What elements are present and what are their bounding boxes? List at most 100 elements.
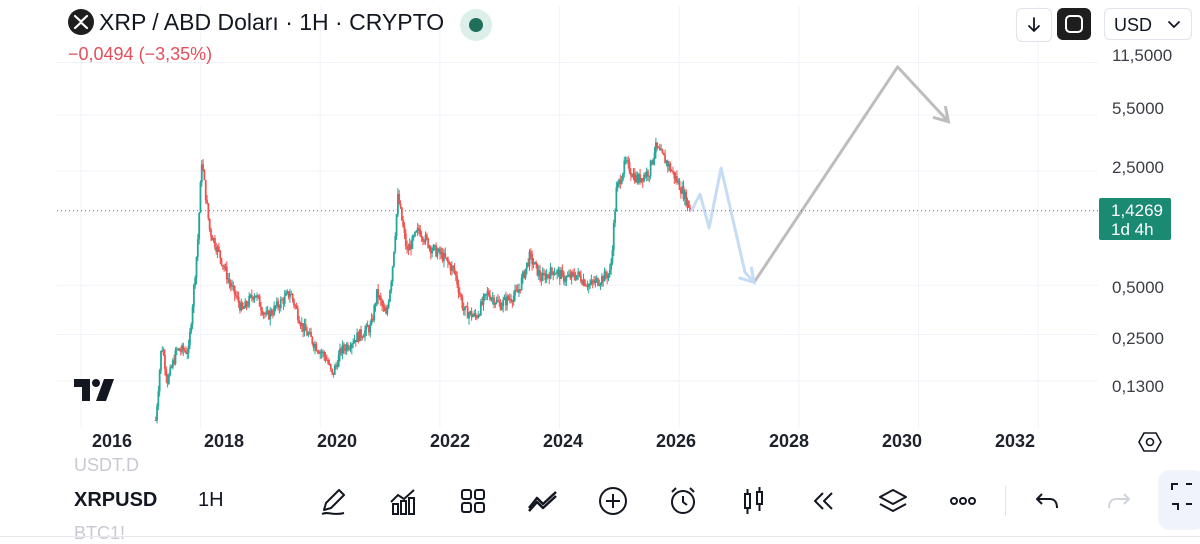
candle-body xyxy=(641,178,644,182)
candle-body xyxy=(174,350,177,364)
candle-body xyxy=(328,363,331,365)
symbol-title[interactable]: XRP / ABD Doları · 1H · CRYPTO xyxy=(99,9,445,35)
undo-button[interactable] xyxy=(1030,484,1064,518)
candle-body xyxy=(536,263,539,276)
candle-body xyxy=(433,245,436,247)
candle-body xyxy=(422,237,424,242)
candle-body xyxy=(652,159,655,165)
candle-body xyxy=(578,271,581,276)
watchlist-next-symbol[interactable]: BTC1! xyxy=(74,523,126,543)
chart-settings-button[interactable] xyxy=(1137,429,1163,460)
add-button[interactable] xyxy=(596,484,630,518)
candle-body xyxy=(206,200,208,204)
price-label: 2,5000 xyxy=(1112,158,1164,177)
candle-body xyxy=(523,271,526,278)
bottom-edge xyxy=(0,536,1200,537)
candle-body xyxy=(556,270,559,274)
auto-fit-button[interactable] xyxy=(1057,8,1091,40)
watchlist-prev-symbol[interactable]: USDT.D xyxy=(74,455,140,475)
candle-body xyxy=(171,360,174,368)
candle-body xyxy=(616,182,619,188)
layers-button[interactable] xyxy=(876,484,910,518)
candle-body xyxy=(269,310,272,320)
fullscreen-button[interactable] xyxy=(1158,470,1200,530)
candle-body xyxy=(456,275,459,285)
candle-body xyxy=(310,332,312,337)
candle-body xyxy=(601,276,603,284)
candle-body xyxy=(364,330,366,337)
candle-body xyxy=(618,179,620,183)
candle-body xyxy=(212,238,215,241)
candle-body xyxy=(678,180,681,191)
candle-body xyxy=(547,274,549,276)
candle-body xyxy=(179,350,182,352)
layouts-icon xyxy=(461,489,485,513)
candle-body xyxy=(303,324,306,332)
replay-button[interactable] xyxy=(806,484,840,518)
candle-body xyxy=(249,294,252,297)
indicators-button[interactable] xyxy=(386,484,420,518)
candle-body xyxy=(378,296,381,298)
currency-select[interactable]: USD xyxy=(1104,8,1192,40)
candle-body xyxy=(682,186,685,200)
candle-body xyxy=(229,282,232,287)
candle-body xyxy=(615,187,618,212)
candle-body xyxy=(245,301,248,306)
candle-body xyxy=(283,295,286,304)
candle-body xyxy=(420,235,423,238)
candle-body xyxy=(628,162,631,173)
projection-arrowhead-gray xyxy=(932,105,951,124)
market-status-icon[interactable] xyxy=(460,9,492,41)
candle-body xyxy=(156,406,158,421)
candle-body xyxy=(264,313,266,315)
candle-body xyxy=(281,299,283,301)
candle-body xyxy=(606,275,609,279)
candle-body xyxy=(166,376,169,384)
candle-body xyxy=(181,345,183,352)
scroll-to-latest-button[interactable] xyxy=(1016,8,1052,42)
candle-body xyxy=(569,274,572,279)
candle-body xyxy=(319,351,322,354)
candle-body xyxy=(448,262,451,265)
candle-body xyxy=(278,306,281,309)
draw-button[interactable] xyxy=(316,484,350,518)
candle-body xyxy=(385,311,387,314)
candle-body xyxy=(361,336,364,338)
candle-body xyxy=(520,277,523,290)
candle-body xyxy=(557,269,560,271)
last-price-tag: 1,4269 1d 4h xyxy=(1099,198,1171,240)
more-button[interactable] xyxy=(946,484,980,518)
candle-body xyxy=(170,367,173,369)
candle-body xyxy=(389,290,391,302)
candle-body xyxy=(437,248,440,252)
candle-body xyxy=(637,174,640,183)
candle-body xyxy=(604,271,607,276)
candle-body xyxy=(514,289,516,296)
arrow-down-icon xyxy=(1028,17,1040,32)
candle-body xyxy=(391,266,394,282)
candle-body xyxy=(474,313,477,317)
layers-icon xyxy=(879,489,907,512)
candle-body xyxy=(483,294,486,297)
currency-label: USD xyxy=(1114,15,1153,35)
candle-body xyxy=(602,276,605,282)
time-label: 2024 xyxy=(542,431,584,451)
symbol-button[interactable]: XRPUSD xyxy=(74,489,158,511)
redo-button[interactable] xyxy=(1102,484,1136,518)
interval-button[interactable]: 1H xyxy=(198,489,224,511)
candle-body xyxy=(635,175,638,183)
candle-body xyxy=(477,314,480,318)
candle-body xyxy=(687,200,690,208)
candles-button[interactable] xyxy=(736,484,770,518)
chart-type-button[interactable] xyxy=(526,484,560,518)
chevron-down-icon xyxy=(1168,21,1180,29)
candle-body xyxy=(221,265,224,267)
layouts-button[interactable] xyxy=(456,484,490,518)
candle-body xyxy=(558,269,561,280)
alert-button[interactable] xyxy=(666,484,700,518)
candle-body xyxy=(415,230,418,233)
candle-body xyxy=(370,318,373,325)
candle-body xyxy=(566,275,569,277)
candle-body xyxy=(279,299,282,309)
